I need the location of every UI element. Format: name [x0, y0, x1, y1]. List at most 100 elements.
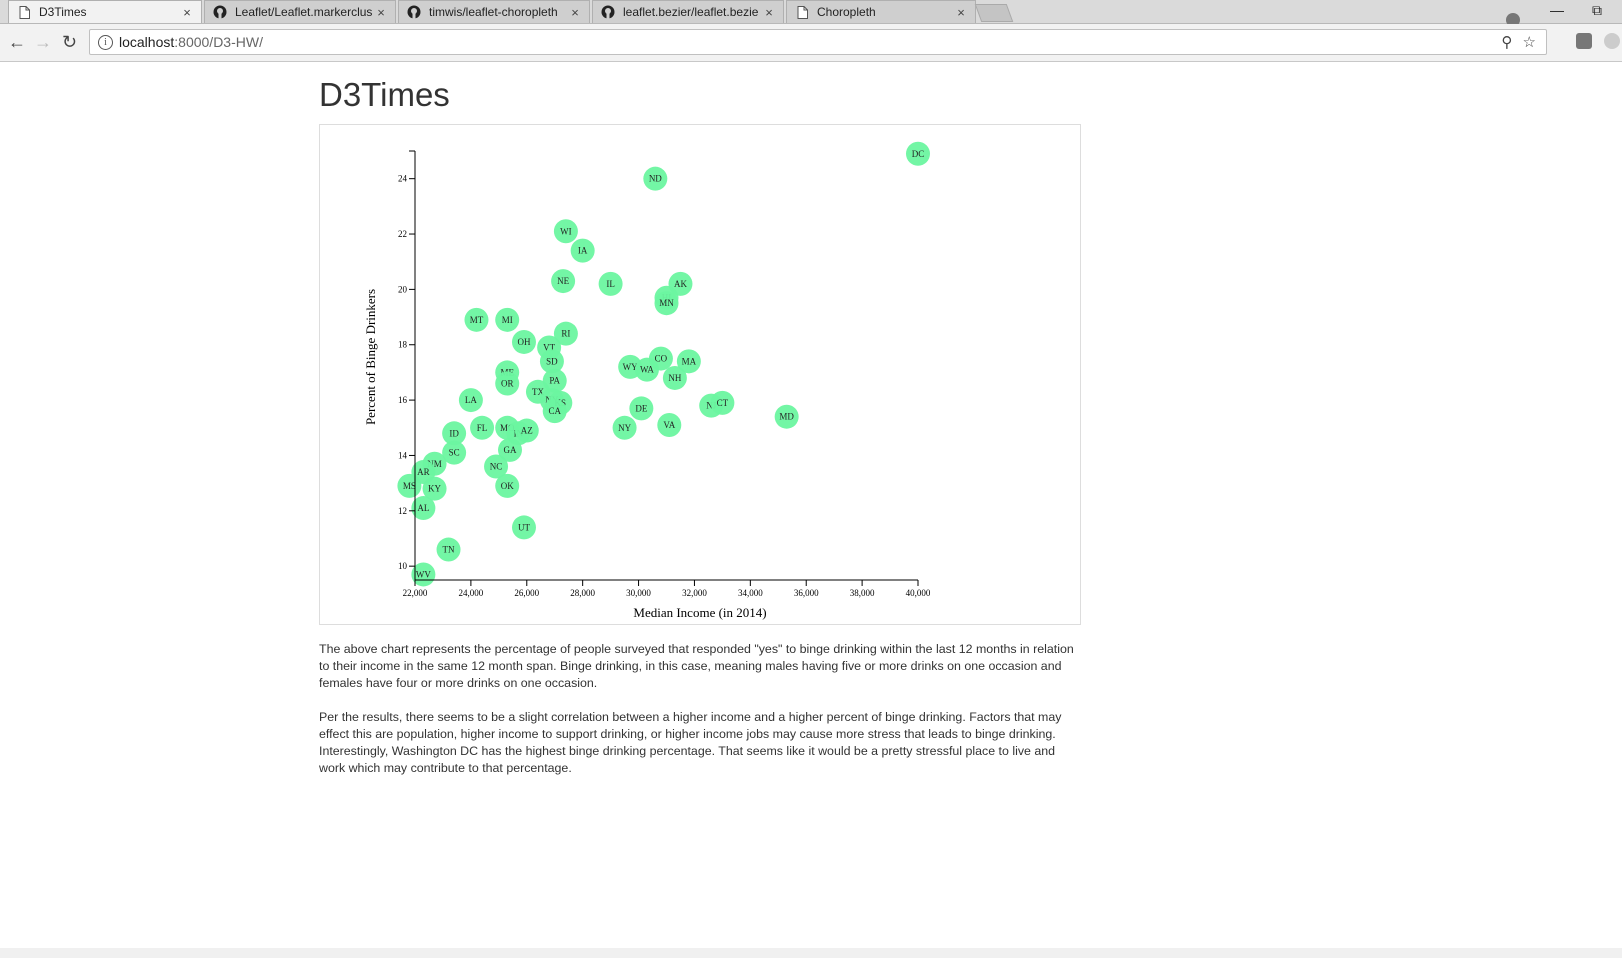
x-tick-label: 28,000 [570, 588, 595, 598]
point-label: UT [518, 522, 530, 532]
minimize-icon[interactable]: — [1550, 2, 1564, 18]
point-label: WA [640, 365, 654, 375]
x-tick-label: 22,000 [403, 588, 428, 598]
tab-choropleth[interactable]: Choropleth × [786, 0, 976, 23]
data-point [774, 404, 799, 429]
forward-icon[interactable]: → [34, 32, 52, 52]
point-label: OH [517, 337, 530, 347]
data-point [539, 349, 564, 374]
url-host: localhost [119, 34, 175, 50]
point-label: PA [549, 376, 560, 386]
github-icon [213, 5, 227, 19]
data-point [598, 271, 623, 296]
extension-icon-2[interactable] [1604, 33, 1620, 49]
bookmark-star-icon[interactable]: ☆ [1522, 34, 1536, 51]
bottom-bar [0, 948, 1622, 958]
tab-strip: D3Times × Leaflet/Leaflet.markerclus × t… [0, 0, 1622, 27]
y-tick-label: 20 [398, 284, 408, 294]
point-label: AL [417, 503, 429, 513]
tab-leaflet-markercluster[interactable]: Leaflet/Leaflet.markerclus × [204, 0, 396, 23]
axes-layer: 10 12 14 16 18 20 22 24 22,000 24,000 26,000 28,000… [398, 150, 931, 598]
point-label: MD [779, 412, 794, 422]
point-label: RI [561, 329, 570, 339]
x-tick-label: 36,000 [794, 588, 819, 598]
data-point [422, 476, 447, 501]
data-point [498, 437, 523, 462]
data-point [553, 321, 578, 346]
data-point [551, 269, 576, 294]
tab-close-icon[interactable]: × [765, 4, 773, 20]
zoom-icon[interactable]: ⚲ [1501, 34, 1513, 51]
tab-leaflet-choropleth[interactable]: timwis/leaflet-choropleth × [398, 0, 590, 23]
point-label: MA [682, 356, 697, 366]
reload-icon[interactable]: ↻ [62, 32, 78, 52]
data-point [676, 349, 701, 374]
y-tick-label: 10 [398, 561, 408, 571]
data-point [710, 390, 735, 415]
tab-close-icon[interactable]: × [377, 4, 385, 20]
info-icon[interactable]: i [98, 34, 113, 50]
scatter-chart: DCNDWIIANEILAKHIMNMTMIRIOHVTSDCOMAWYWANH… [363, 141, 931, 620]
extension-icon[interactable] [1576, 33, 1592, 49]
point-label: LA [465, 395, 477, 405]
back-icon[interactable]: ← [8, 32, 26, 52]
tab-close-icon[interactable]: × [957, 4, 965, 20]
github-icon [601, 5, 615, 19]
point-label: NH [668, 373, 681, 383]
page-title: D3Times [319, 76, 450, 113]
point-label: DE [635, 403, 647, 413]
tab-title: Choropleth [817, 5, 876, 19]
data-point [654, 291, 679, 316]
page-icon [17, 5, 31, 19]
github-icon [407, 5, 421, 19]
data-point [484, 454, 509, 479]
page-icon [795, 5, 809, 19]
point-label: IL [606, 279, 615, 289]
point-label: NM [427, 459, 442, 469]
y-tick-label: 24 [398, 174, 408, 184]
point-label: MI [502, 315, 513, 325]
data-point [511, 515, 536, 540]
point-label: TN [443, 545, 455, 555]
data-point [495, 371, 520, 396]
zoom-star-icons: ⚲ ☆ [1501, 33, 1536, 51]
address-bar[interactable]: i localhost:8000/D3-HW/ ⚲ ☆ [89, 29, 1547, 55]
tab-close-icon[interactable]: × [571, 4, 579, 20]
y-tick-label: 22 [398, 229, 407, 239]
point-label: AZ [521, 426, 533, 436]
point-label: GA [504, 445, 517, 455]
data-point [411, 496, 436, 521]
point-label: OK [501, 481, 514, 491]
data-point [906, 141, 930, 166]
point-label: TX [532, 387, 544, 397]
new-tab-button[interactable] [974, 4, 1014, 22]
data-point [464, 307, 489, 332]
tab-close-icon[interactable]: × [183, 4, 191, 20]
data-point [629, 396, 654, 421]
point-label: IA [578, 246, 588, 256]
point-label: SD [546, 356, 558, 366]
restore-icon[interactable]: ⧉ [1592, 2, 1602, 18]
tab-d3times[interactable]: D3Times × [8, 0, 202, 23]
data-point [570, 238, 595, 263]
data-point [643, 166, 668, 191]
browser-toolbar: ← → ↻ i localhost:8000/D3-HW/ ⚲ ☆ [0, 24, 1622, 62]
data-point [470, 415, 495, 440]
data-point [495, 307, 520, 332]
x-tick-label: 38,000 [850, 588, 875, 598]
data-point [436, 537, 461, 562]
x-tick-label: 32,000 [682, 588, 707, 598]
data-point [511, 329, 536, 354]
data-point [495, 473, 520, 498]
profile-icon[interactable] [1506, 13, 1520, 27]
url-path: :8000/D3-HW/ [174, 34, 263, 50]
point-label: ID [449, 428, 459, 438]
tab-leaflet-bezier[interactable]: leaflet.bezier/leaflet.bezie × [592, 0, 784, 23]
point-label: OR [501, 378, 514, 388]
chart-container: DCNDWIIANEILAKHIMNMTMIRIOHVTSDCOMAWYWANH… [319, 124, 1081, 625]
point-label: CT [717, 398, 729, 408]
point-label: AR [417, 467, 430, 477]
point-label: AK [674, 279, 687, 289]
tab-title: timwis/leaflet-choropleth [429, 5, 558, 19]
y-tick-label: 14 [398, 450, 408, 460]
